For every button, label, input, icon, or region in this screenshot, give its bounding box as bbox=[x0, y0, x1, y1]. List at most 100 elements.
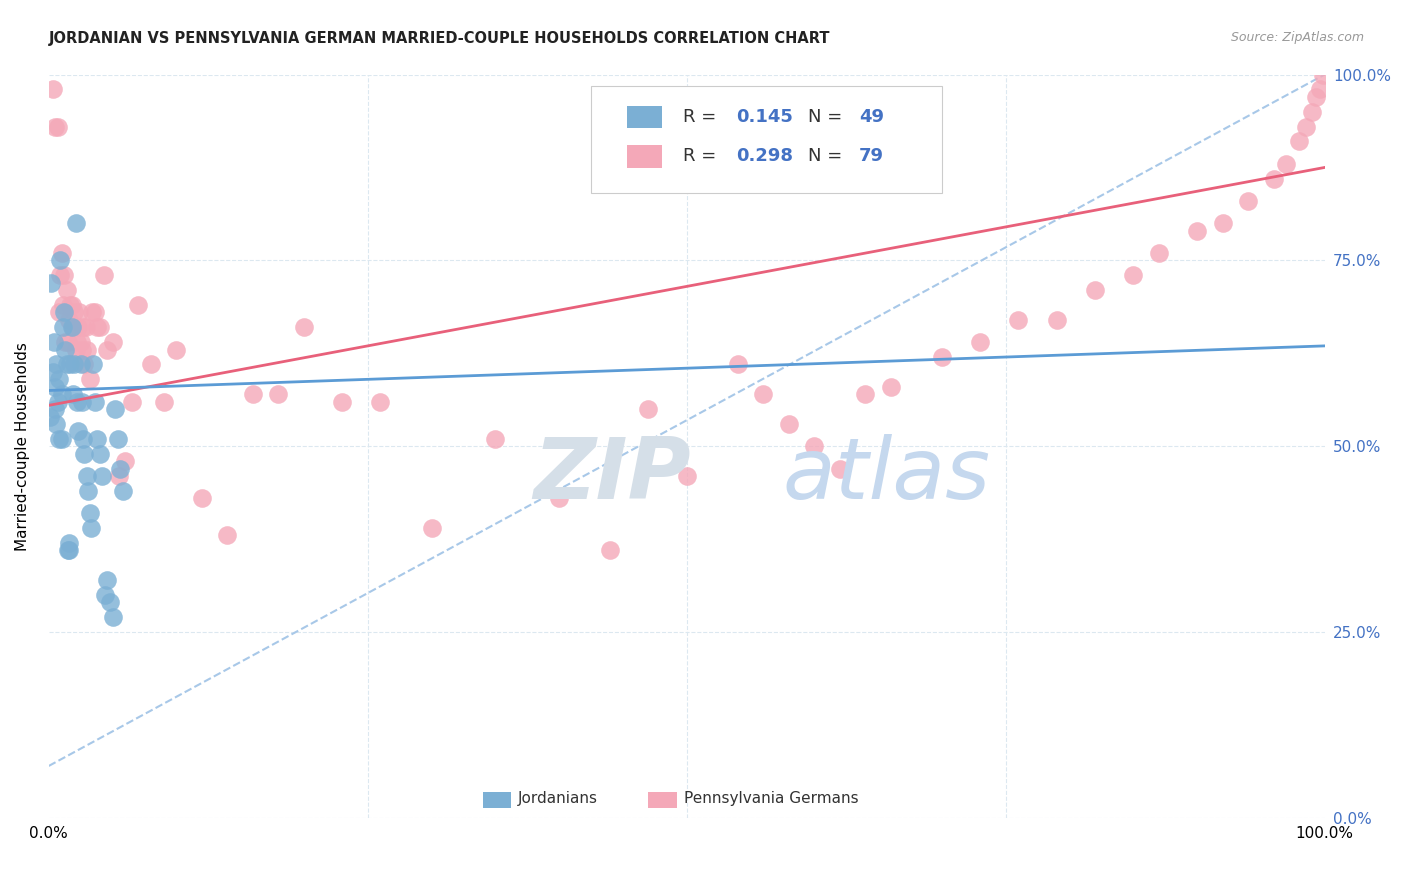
Point bbox=[637, 402, 659, 417]
Point bbox=[752, 387, 775, 401]
Point bbox=[39, 409, 62, 424]
Point bbox=[72, 320, 94, 334]
Text: JORDANIAN VS PENNSYLVANIA GERMAN MARRIED-COUPLE HOUSEHOLDS CORRELATION CHART: JORDANIAN VS PENNSYLVANIA GERMAN MARRIED… bbox=[49, 31, 831, 46]
Point bbox=[94, 588, 117, 602]
Text: 79: 79 bbox=[859, 147, 884, 165]
Point bbox=[1212, 216, 1234, 230]
Point bbox=[91, 469, 114, 483]
Point bbox=[52, 320, 75, 334]
Text: 49: 49 bbox=[859, 108, 884, 126]
Point bbox=[727, 358, 749, 372]
Point bbox=[599, 543, 621, 558]
Point bbox=[53, 335, 76, 350]
Point bbox=[1122, 268, 1144, 283]
Text: Jordanians: Jordanians bbox=[519, 791, 599, 806]
Point bbox=[48, 432, 70, 446]
Point bbox=[104, 402, 127, 417]
Point bbox=[114, 454, 136, 468]
Point bbox=[69, 358, 91, 372]
Point bbox=[107, 432, 129, 446]
Point bbox=[52, 298, 75, 312]
Point bbox=[49, 253, 72, 268]
Point bbox=[59, 358, 82, 372]
Point bbox=[853, 387, 876, 401]
Point bbox=[420, 521, 443, 535]
Point bbox=[98, 595, 121, 609]
Point bbox=[803, 439, 825, 453]
FancyBboxPatch shape bbox=[591, 86, 942, 194]
Point bbox=[121, 394, 143, 409]
Text: Pennsylvania Germans: Pennsylvania Germans bbox=[685, 791, 859, 806]
Point bbox=[828, 461, 851, 475]
Point bbox=[46, 120, 69, 134]
Point bbox=[70, 343, 93, 357]
Point bbox=[56, 543, 79, 558]
Point bbox=[96, 343, 118, 357]
Point bbox=[127, 298, 149, 312]
Point bbox=[1263, 171, 1285, 186]
Point bbox=[101, 610, 124, 624]
Point bbox=[59, 298, 82, 312]
Point bbox=[242, 387, 264, 401]
Point bbox=[969, 335, 991, 350]
Point bbox=[44, 380, 66, 394]
Point bbox=[45, 417, 67, 431]
Point bbox=[41, 82, 63, 96]
Point bbox=[1007, 313, 1029, 327]
Point bbox=[83, 394, 105, 409]
Point bbox=[267, 387, 290, 401]
Point bbox=[70, 394, 93, 409]
Point bbox=[73, 358, 96, 372]
Point bbox=[51, 432, 73, 446]
Point bbox=[76, 343, 98, 357]
Point bbox=[880, 380, 903, 394]
Point bbox=[46, 394, 69, 409]
Point bbox=[1312, 68, 1334, 82]
Point bbox=[72, 432, 94, 446]
Point bbox=[217, 528, 239, 542]
Point bbox=[96, 573, 118, 587]
Y-axis label: Married-couple Households: Married-couple Households bbox=[15, 342, 30, 550]
Point bbox=[675, 469, 697, 483]
Point bbox=[1295, 120, 1317, 134]
Point bbox=[93, 268, 115, 283]
Point bbox=[58, 313, 80, 327]
Point bbox=[65, 216, 87, 230]
Text: R =: R = bbox=[683, 147, 721, 165]
Point bbox=[56, 335, 79, 350]
Point bbox=[55, 358, 77, 372]
Point bbox=[41, 365, 63, 379]
Point bbox=[1288, 135, 1310, 149]
Point bbox=[80, 521, 103, 535]
Point bbox=[1237, 194, 1260, 208]
Point bbox=[86, 320, 108, 334]
Point bbox=[60, 320, 83, 334]
Text: 0.145: 0.145 bbox=[737, 108, 793, 126]
Point bbox=[62, 320, 84, 334]
Text: Source: ZipAtlas.com: Source: ZipAtlas.com bbox=[1230, 31, 1364, 45]
Point bbox=[42, 335, 65, 350]
Point bbox=[66, 394, 89, 409]
Point bbox=[1185, 224, 1208, 238]
Point bbox=[53, 305, 76, 319]
Text: N =: N = bbox=[808, 147, 848, 165]
FancyBboxPatch shape bbox=[482, 792, 510, 808]
Point bbox=[931, 350, 953, 364]
Point bbox=[111, 483, 134, 498]
Point bbox=[53, 268, 76, 283]
Point bbox=[1309, 82, 1331, 96]
Text: N =: N = bbox=[808, 108, 848, 126]
Point bbox=[67, 305, 90, 319]
Point bbox=[1305, 90, 1327, 104]
Point bbox=[83, 305, 105, 319]
Point bbox=[49, 268, 72, 283]
Point bbox=[73, 447, 96, 461]
Point bbox=[51, 246, 73, 260]
Point bbox=[101, 335, 124, 350]
Point bbox=[39, 276, 62, 290]
Point bbox=[58, 536, 80, 550]
Point bbox=[75, 320, 97, 334]
Text: R =: R = bbox=[683, 108, 721, 126]
Point bbox=[66, 335, 89, 350]
Text: atlas: atlas bbox=[782, 434, 990, 517]
